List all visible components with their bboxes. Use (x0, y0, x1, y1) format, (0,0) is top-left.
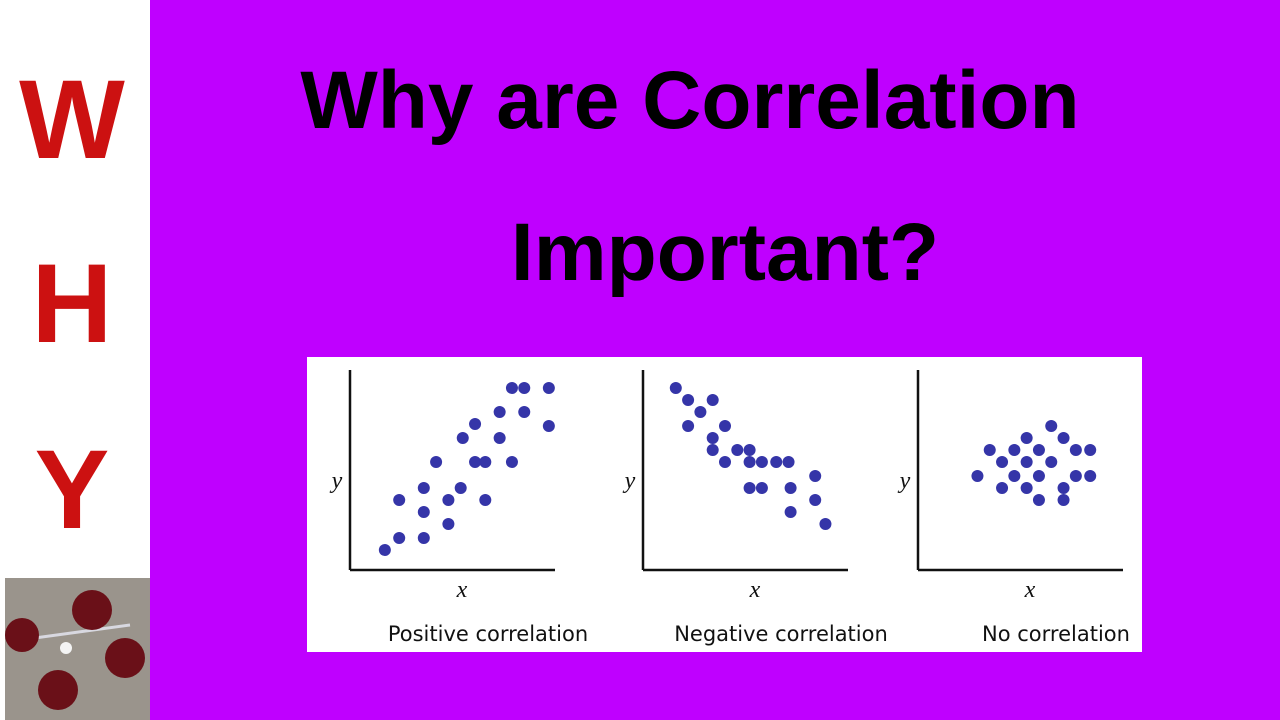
point (393, 494, 406, 506)
point (505, 456, 518, 468)
point (706, 394, 719, 406)
title-line: Why are Correlation (300, 55, 1079, 146)
point (518, 406, 531, 418)
point (469, 418, 482, 430)
point (393, 532, 406, 544)
y-axis-label: y (330, 468, 343, 494)
point (755, 482, 768, 494)
point (809, 494, 822, 506)
point (996, 456, 1009, 468)
point (809, 470, 822, 482)
point (542, 382, 555, 394)
point (456, 432, 469, 444)
point (784, 482, 797, 494)
point (743, 456, 756, 468)
photo-bowl (105, 638, 145, 678)
point (1020, 456, 1033, 468)
photo-jack (60, 642, 72, 654)
y-axis-label: y (623, 468, 636, 494)
point (417, 482, 430, 494)
point (479, 494, 492, 506)
point (1032, 470, 1045, 482)
figure-panel (307, 357, 1142, 652)
x-axis-label: x (1024, 577, 1036, 603)
point (442, 518, 455, 530)
point (1084, 470, 1097, 482)
x-axis-label: x (749, 577, 761, 603)
point (782, 456, 795, 468)
point (719, 420, 731, 432)
side-letter: Y (35, 427, 110, 552)
point (1032, 444, 1045, 456)
point (1057, 432, 1070, 444)
point (417, 532, 430, 544)
point (682, 394, 695, 406)
side-letter: H (32, 241, 113, 366)
point (1057, 494, 1070, 506)
point (1032, 494, 1045, 506)
point (719, 456, 731, 468)
point (430, 456, 443, 468)
point (784, 506, 797, 518)
y-axis-label: y (898, 468, 911, 494)
photo-bowl (5, 618, 39, 652)
point (743, 482, 756, 494)
point (493, 432, 506, 444)
photo-bowl (38, 670, 78, 710)
point (682, 420, 695, 432)
point (669, 382, 682, 394)
point (706, 444, 719, 456)
point (442, 494, 455, 506)
title-line: Important? (511, 207, 939, 298)
point (706, 432, 719, 444)
point (1008, 444, 1021, 456)
point (983, 444, 996, 456)
point (1020, 432, 1033, 444)
caption: No correlation (982, 622, 1130, 646)
side-letter: W (19, 57, 125, 182)
point (542, 420, 555, 432)
point (996, 482, 1009, 494)
point (1020, 482, 1033, 494)
point (694, 406, 707, 418)
point (479, 456, 492, 468)
point (1057, 482, 1070, 494)
point (1008, 470, 1021, 482)
caption: Positive correlation (388, 622, 588, 646)
photo (5, 578, 150, 720)
x-axis-label: x (456, 577, 468, 603)
photo-bowl (72, 590, 112, 630)
point (493, 406, 506, 418)
caption: Negative correlation (674, 622, 888, 646)
point (743, 444, 756, 456)
point (731, 444, 744, 456)
charts: y x Positive correlation y x Negative correla… (330, 370, 1130, 646)
point (1069, 444, 1082, 456)
point (454, 482, 467, 494)
point (971, 470, 984, 482)
point (378, 544, 391, 556)
point (1045, 456, 1058, 468)
point (417, 506, 430, 518)
point (755, 456, 768, 468)
point (518, 382, 531, 394)
point (770, 456, 783, 468)
point (1069, 470, 1082, 482)
point (1084, 444, 1097, 456)
point (469, 456, 482, 468)
point (505, 382, 518, 394)
point (1045, 420, 1058, 432)
point (819, 518, 832, 530)
